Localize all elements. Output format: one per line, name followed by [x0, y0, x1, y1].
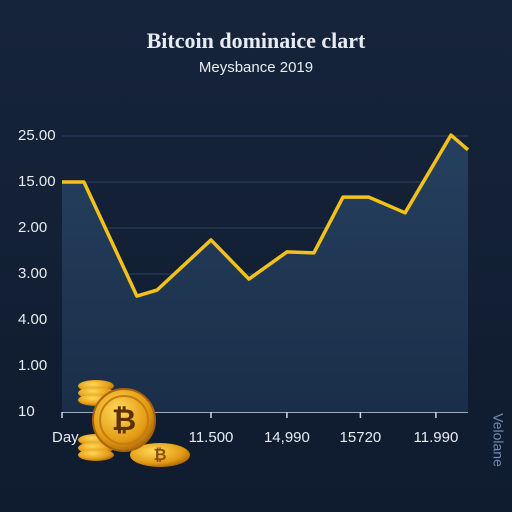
- area: [62, 135, 468, 412]
- y-tick-label: 1.00: [18, 357, 47, 374]
- coins-illustration: ₿ ₿: [78, 380, 190, 467]
- x-tick-label: 15720: [340, 429, 382, 446]
- svg-text:₿: ₿: [112, 404, 136, 437]
- chart-subtitle: Meysbance 2019: [199, 59, 313, 76]
- y-tick-label: 25.00: [18, 127, 56, 144]
- y-tick-label: 15.00: [18, 173, 56, 190]
- y-tick-label: 2.00: [18, 219, 47, 236]
- x-tick-label: 11.500: [189, 429, 234, 446]
- chart-title: Bitcoin dominaice clart: [147, 28, 366, 53]
- x-tick-label: 11.990: [414, 429, 459, 446]
- x-tick-label: Day: [52, 429, 79, 446]
- y-tick-label: 4.00: [18, 311, 47, 328]
- x-tick-label: 14,990: [264, 429, 310, 446]
- watermark: Velolane: [490, 413, 506, 467]
- y-tick-label: 10: [18, 403, 35, 420]
- svg-text:₿: ₿: [153, 446, 166, 464]
- plot-layer: 10 1.00 4.00 3.00 2.00 15.00 25.00 Day 11.500 14,…: [18, 127, 470, 446]
- y-tick-label: 3.00: [18, 265, 47, 282]
- line: [62, 133, 470, 298]
